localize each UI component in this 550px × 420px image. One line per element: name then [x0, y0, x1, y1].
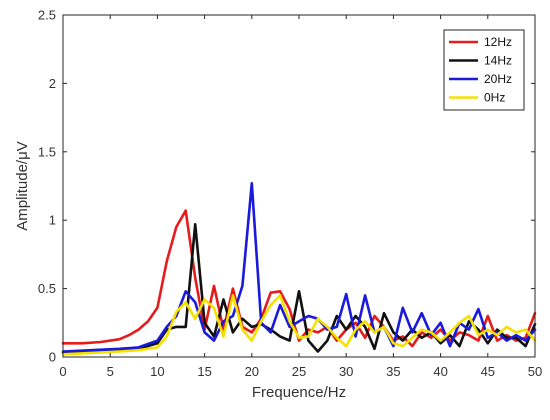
- x-tick-label: 5: [107, 364, 114, 379]
- y-tick-label: 0.5: [38, 281, 56, 296]
- x-tick-label: 10: [150, 364, 164, 379]
- legend-label-3: 0Hz: [484, 91, 505, 105]
- x-tick-label: 40: [433, 364, 447, 379]
- x-axis-label: Frequence/Hz: [252, 384, 346, 401]
- series-line-1: [61, 223, 537, 355]
- x-tick-label: 20: [245, 364, 259, 379]
- series-line-3: [61, 294, 537, 356]
- x-tick-label: 25: [292, 364, 306, 379]
- x-tick-label: 15: [197, 364, 211, 379]
- series-line-2: [61, 182, 537, 353]
- x-tick-label: 35: [386, 364, 400, 379]
- x-tick-label: 45: [481, 364, 495, 379]
- x-tick-label: 50: [528, 364, 542, 379]
- y-tick-label: 2: [49, 76, 56, 91]
- y-tick-label: 1: [49, 213, 56, 228]
- series-layer: [61, 182, 537, 356]
- legend-label-0: 12Hz: [484, 35, 512, 49]
- y-tick-label: 2.5: [38, 8, 56, 23]
- y-tick-label: 0: [49, 350, 56, 365]
- x-tick-label: 0: [59, 364, 66, 379]
- series-line-0: [61, 209, 537, 348]
- legend-label-1: 14Hz: [484, 54, 512, 68]
- y-tick-label: 1.5: [38, 144, 56, 159]
- x-tick-label: 30: [339, 364, 353, 379]
- tick-layer: 0 5 10 15 20 25 30 35 40 45 50 0 0.5 1 1.5 2 2.5: [38, 8, 542, 380]
- y-axis-label: Amplitude/μV: [14, 141, 31, 231]
- legend: 12Hz 14Hz 20Hz 0Hz: [443, 29, 525, 111]
- legend-label-2: 20Hz: [484, 72, 512, 86]
